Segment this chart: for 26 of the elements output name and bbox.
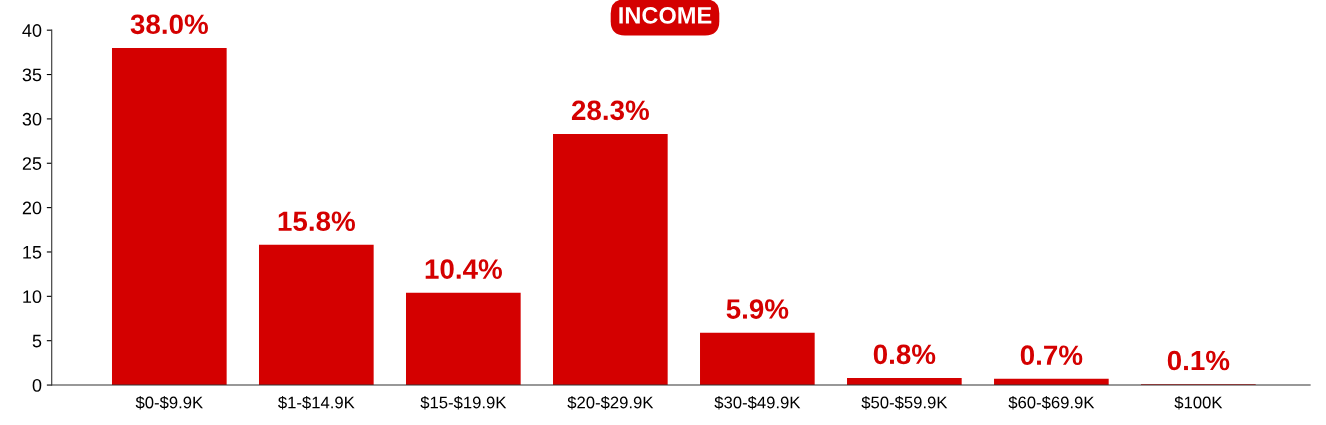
x-tick-label: $50-$59.9K [861,395,948,410]
data-label: 28.3% [571,100,649,121]
x-tick-label: $60-$69.9K [1008,395,1095,410]
x-tick-label: $15-$19.9K [420,395,507,410]
data-label: 0.7% [1020,345,1083,366]
x-tick-label: $1-$14.9K [278,395,355,410]
x-tick-label: $20-$29.9K [567,395,654,410]
y-tick-label: 20 [22,201,42,215]
y-tick-label: 40 [22,24,42,37]
data-label: 10.4% [425,259,502,279]
data-label: 15.8% [278,211,355,232]
x-tick-label: $30-$49.9K [714,395,801,410]
chart-title: INCOME [619,7,712,24]
y-tick-label: 10 [23,290,42,304]
data-label: 38.0% [130,14,208,35]
x-tick-label: $100K [1174,395,1223,410]
y-tick-label: 15 [23,246,42,259]
y-tick-label: 30 [22,112,42,126]
y-tick-label: 35 [22,68,42,82]
y-tick-label: 0 [32,378,42,392]
data-label: 5.9% [726,299,789,319]
data-label: 0.1% [1167,350,1230,371]
data-label: 0.8% [873,344,936,365]
y-tick-label: 5 [32,334,42,348]
x-tick-label: $0-$9.9K [135,395,203,410]
y-tick-label: 25 [22,157,42,170]
